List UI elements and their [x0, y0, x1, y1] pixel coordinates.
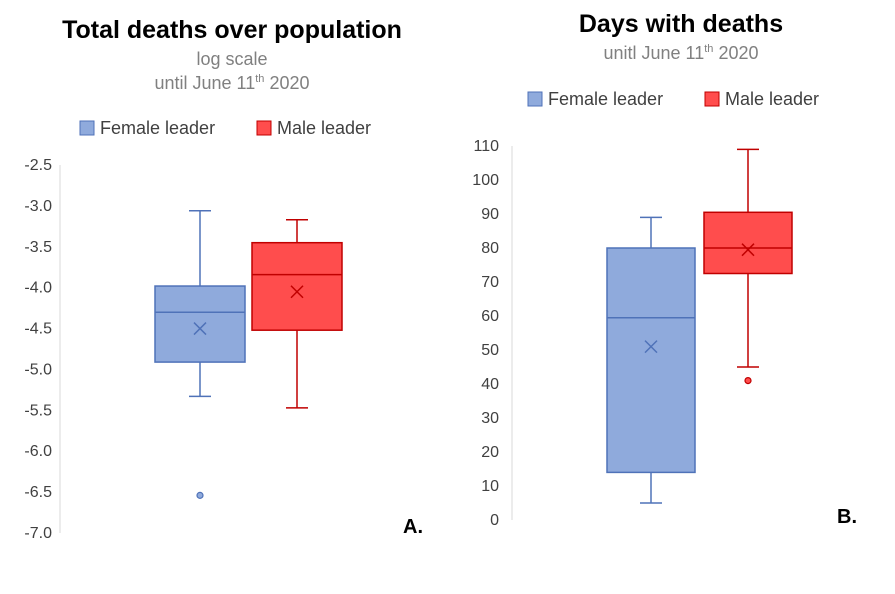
chart-b-y-tick-label: 100: [472, 172, 499, 189]
chart-a-subtitle-line2-post: 2020: [264, 73, 309, 93]
chart-b-male-mean-stroke: [741, 243, 755, 257]
chart-b-legend: Female leader Male leader: [527, 89, 819, 109]
chart-a: Total deaths over population log scale u…: [24, 16, 423, 542]
chart-a-y-tick-label: -4.5: [24, 321, 52, 338]
chart-b: Days with deaths unitl June 11th 2020 Fe…: [472, 10, 857, 529]
chart-a-legend-female-swatch: [79, 120, 95, 136]
chart-a-y-tick-label: -6.5: [24, 484, 52, 501]
chart-b-plot: [606, 148, 793, 504]
chart-b-title: Days with deaths: [579, 10, 783, 38]
chart-b-subtitle-line1-sup: th: [704, 43, 713, 55]
chart-a-box-female: [154, 210, 246, 499]
chart-b-legend-male-label: Male leader: [725, 89, 819, 109]
chart-a-box-male: [251, 219, 343, 409]
chart-a-y-tick-label: -3.5: [24, 239, 52, 256]
chart-b-male-mean-marker: [741, 243, 755, 257]
chart-b-y-tick-label: 30: [481, 410, 499, 427]
chart-a-y-tick-label: -7.0: [24, 525, 52, 542]
chart-b-male-outlier: [744, 377, 752, 385]
chart-a-subtitle-line2-sup: th: [255, 73, 264, 85]
chart-a-subtitle-line2: until June 11th 2020: [155, 73, 310, 93]
chart-b-y-tick-label: 20: [481, 444, 499, 461]
chart-b-legend-female-swatch: [527, 91, 543, 107]
chart-b-subtitle-line1: unitl June 11th 2020: [604, 43, 759, 63]
chart-b-y-tick-label: 40: [481, 376, 499, 393]
chart-a-male-mean-marker: [290, 285, 304, 299]
chart-b-subtitle-line1-post: 2020: [713, 43, 758, 63]
chart-b-y-tick-label: 50: [481, 342, 499, 359]
chart-b-y-tick-label: 70: [481, 274, 499, 291]
chart-a-male-iqr-box: [251, 241, 343, 331]
chart-b-y-tick-label: 80: [481, 240, 499, 257]
chart-b-female-iqr-box: [606, 247, 696, 474]
chart-b-subtitle-line1-pre: unitl June 11: [604, 43, 705, 63]
chart-b-legend-female-label: Female leader: [548, 89, 663, 109]
chart-a-male-mean-stroke: [290, 285, 304, 299]
chart-b-y-tick-label: 90: [481, 206, 499, 223]
chart-b-y-tick-label: 110: [473, 138, 499, 155]
chart-a-title: Total deaths over population: [62, 16, 402, 44]
chart-a-plot: [154, 210, 343, 499]
chart-a-y-tick-label: -5.5: [24, 402, 52, 419]
chart-b-legend-male-swatch: [704, 91, 720, 107]
chart-a-y-tick-label: -6.0: [24, 443, 52, 460]
chart-b-y-tick-label: 0: [490, 512, 499, 529]
chart-a-female-mean-stroke: [193, 322, 207, 336]
chart-a-legend-male-label: Male leader: [277, 118, 371, 138]
chart-b-female-mean-marker: [644, 340, 658, 354]
chart-a-subtitle-line2-pre: until June 11: [155, 73, 256, 93]
chart-a-legend-female-label: Female leader: [100, 118, 215, 138]
chart-b-female-mean-stroke: [644, 340, 658, 354]
chart-a-female-mean-marker: [193, 322, 207, 336]
chart-b-box-male: [703, 148, 793, 385]
chart-a-y-axis: -2.5 -3.0 -3.5 -4.0 -4.5 -5.0 -5.5 -6.0 -6.5 -7.0: [24, 157, 61, 542]
chart-b-box-female: [606, 216, 696, 504]
chart-a-legend-male-swatch: [256, 120, 272, 136]
chart-a-y-tick-label: -2.5: [24, 157, 52, 174]
chart-a-y-tick-label: -5.0: [24, 361, 52, 378]
chart-a-y-tick-label: -3.0: [24, 198, 52, 215]
chart-a-legend: Female leader Male leader: [79, 118, 371, 138]
chart-a-y-tick-label: -4.0: [24, 280, 52, 297]
chart-b-y-tick-label: 10: [481, 478, 499, 495]
chart-b-panel-label: B.: [837, 506, 857, 528]
chart-a-panel-label: A.: [403, 516, 423, 538]
chart-a-subtitle-line1: log scale: [196, 49, 267, 69]
chart-b-male-iqr-box: [703, 211, 793, 275]
chart-b-y-tick-label: 60: [481, 308, 499, 325]
chart-a-female-iqr-box: [154, 285, 246, 363]
chart-a-female-outlier: [196, 491, 204, 499]
